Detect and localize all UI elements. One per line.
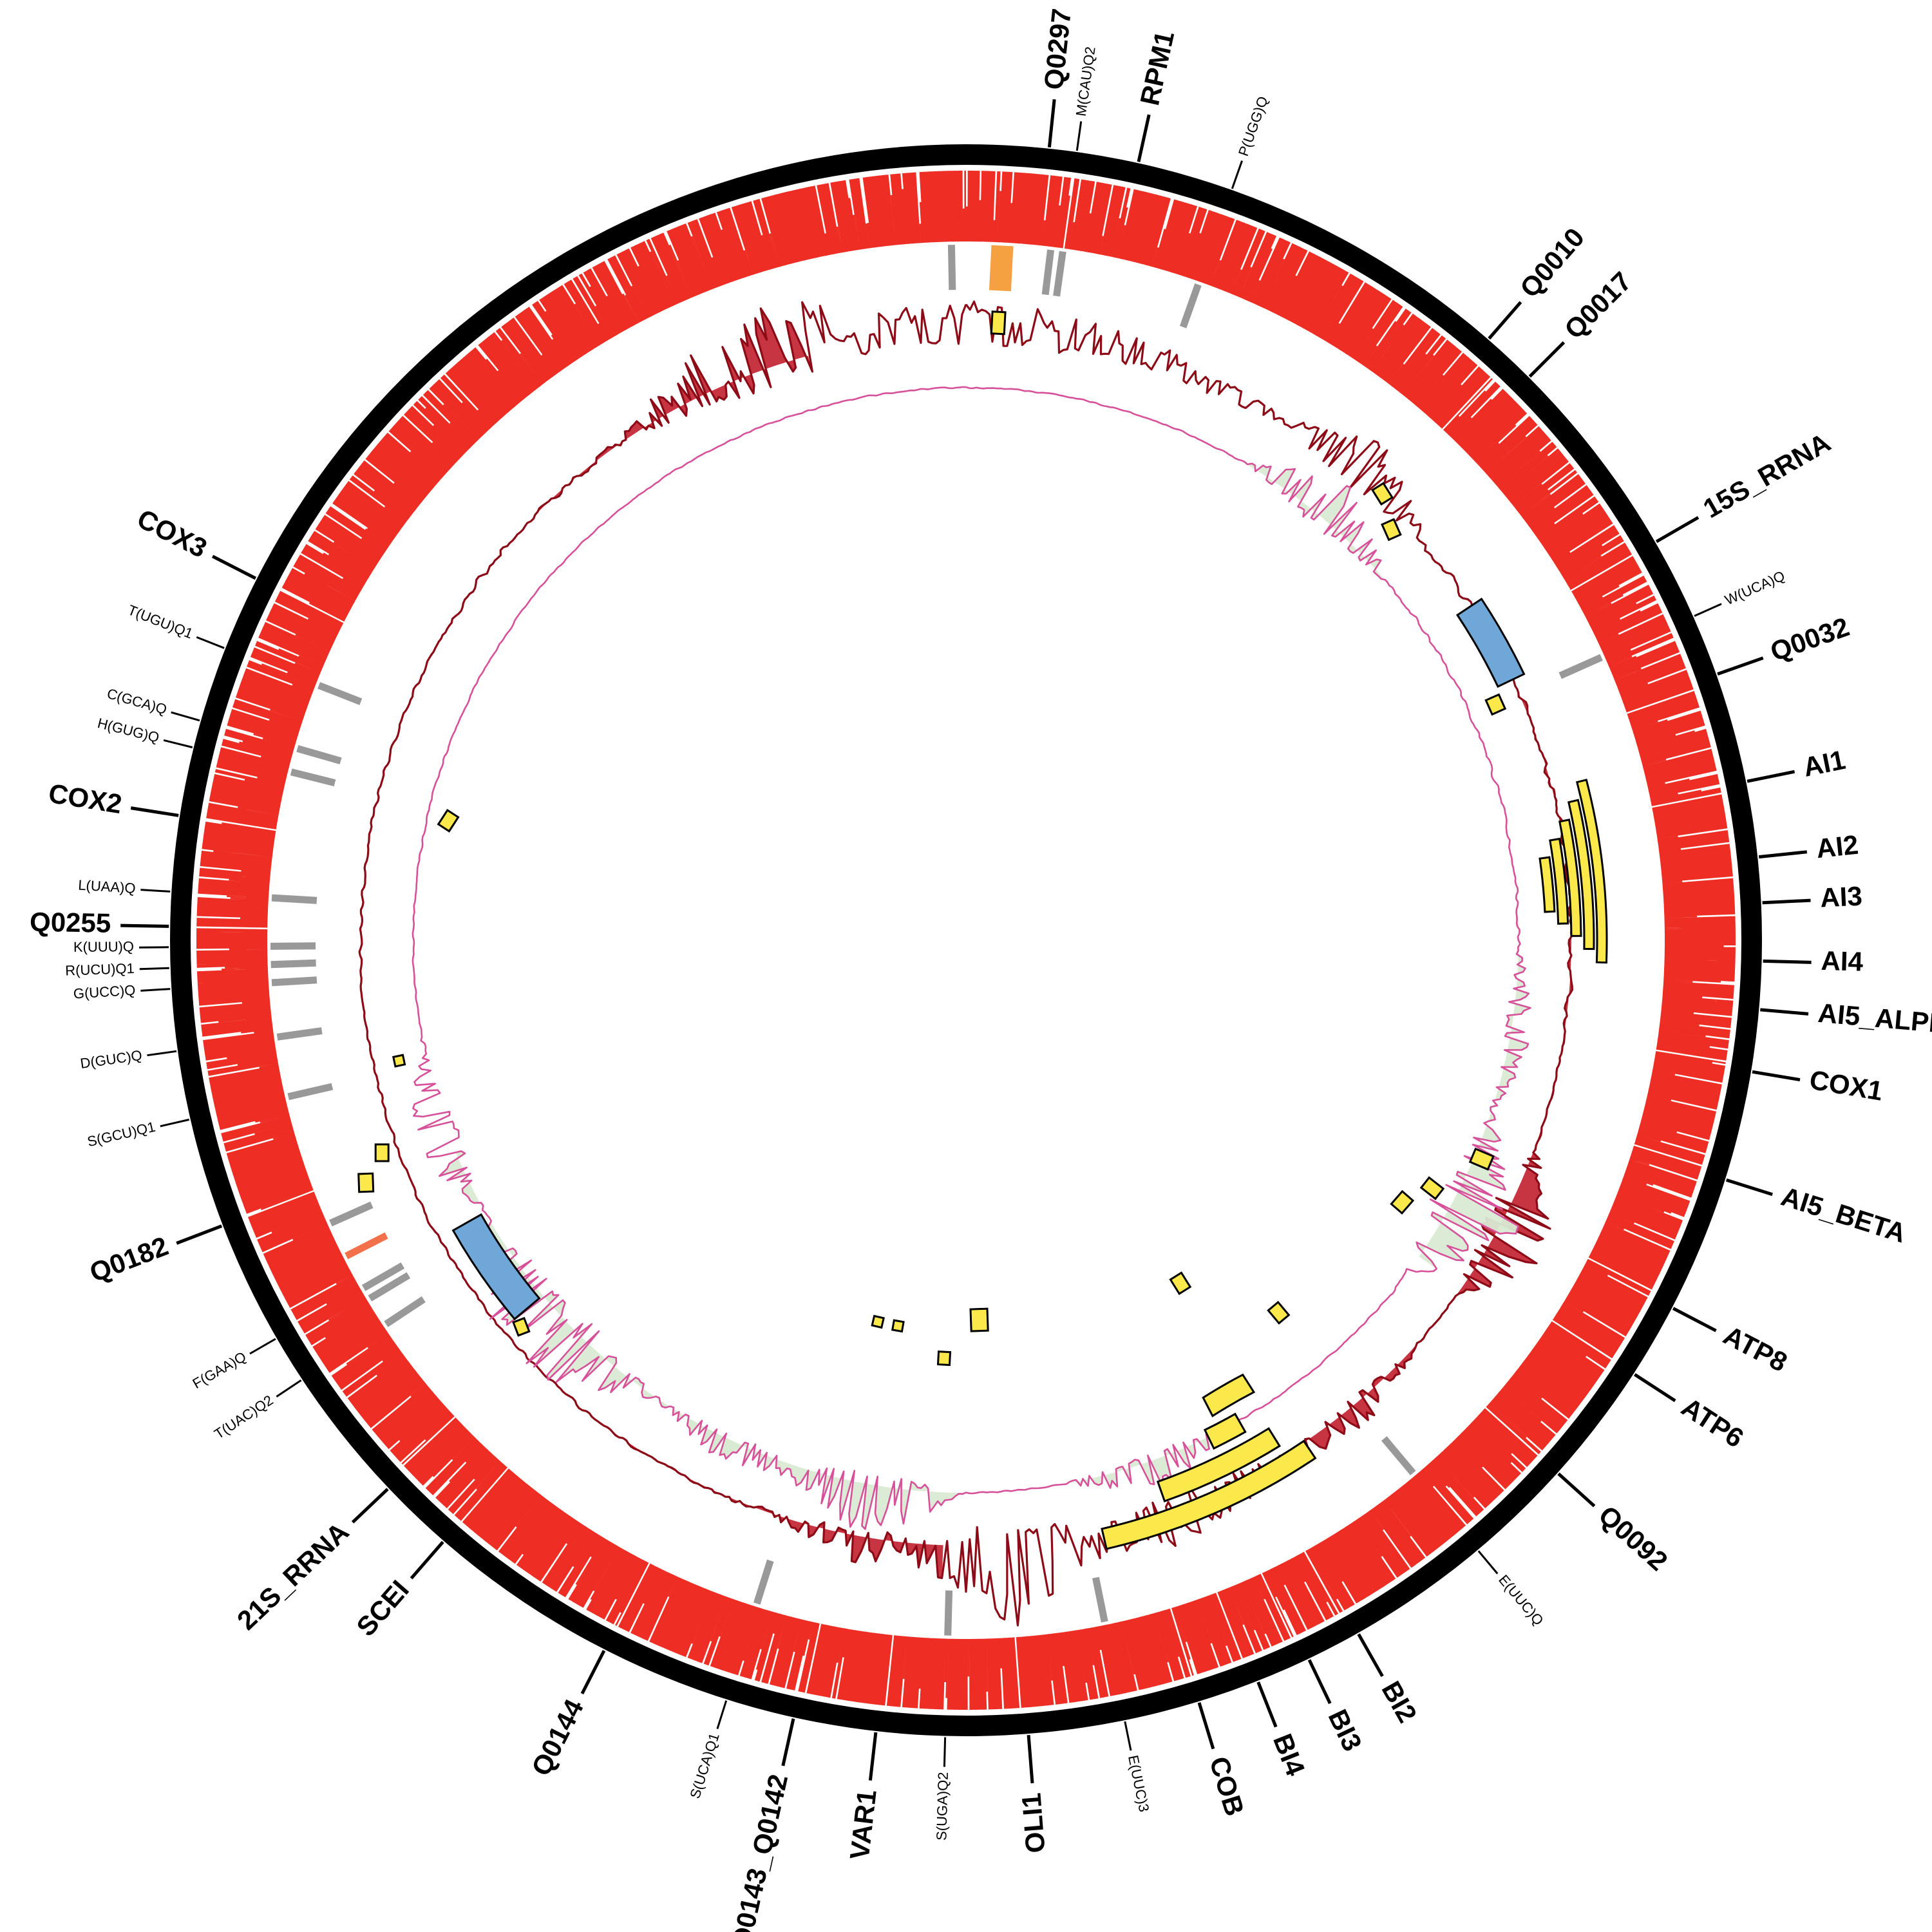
svg-text:AI4: AI4 — [1821, 945, 1864, 977]
svg-text:K(UUU)Q: K(UUU)Q — [73, 938, 134, 955]
svg-text:AI3: AI3 — [1819, 880, 1863, 913]
svg-text:Q0255: Q0255 — [30, 907, 111, 938]
svg-text:R(UCU)Q1: R(UCU)Q1 — [65, 960, 135, 979]
svg-text:S(UGA)Q2: S(UGA)Q2 — [933, 1772, 951, 1841]
svg-text:OLI1: OLI1 — [1016, 1792, 1050, 1854]
svg-text:AI2: AI2 — [1815, 829, 1860, 864]
